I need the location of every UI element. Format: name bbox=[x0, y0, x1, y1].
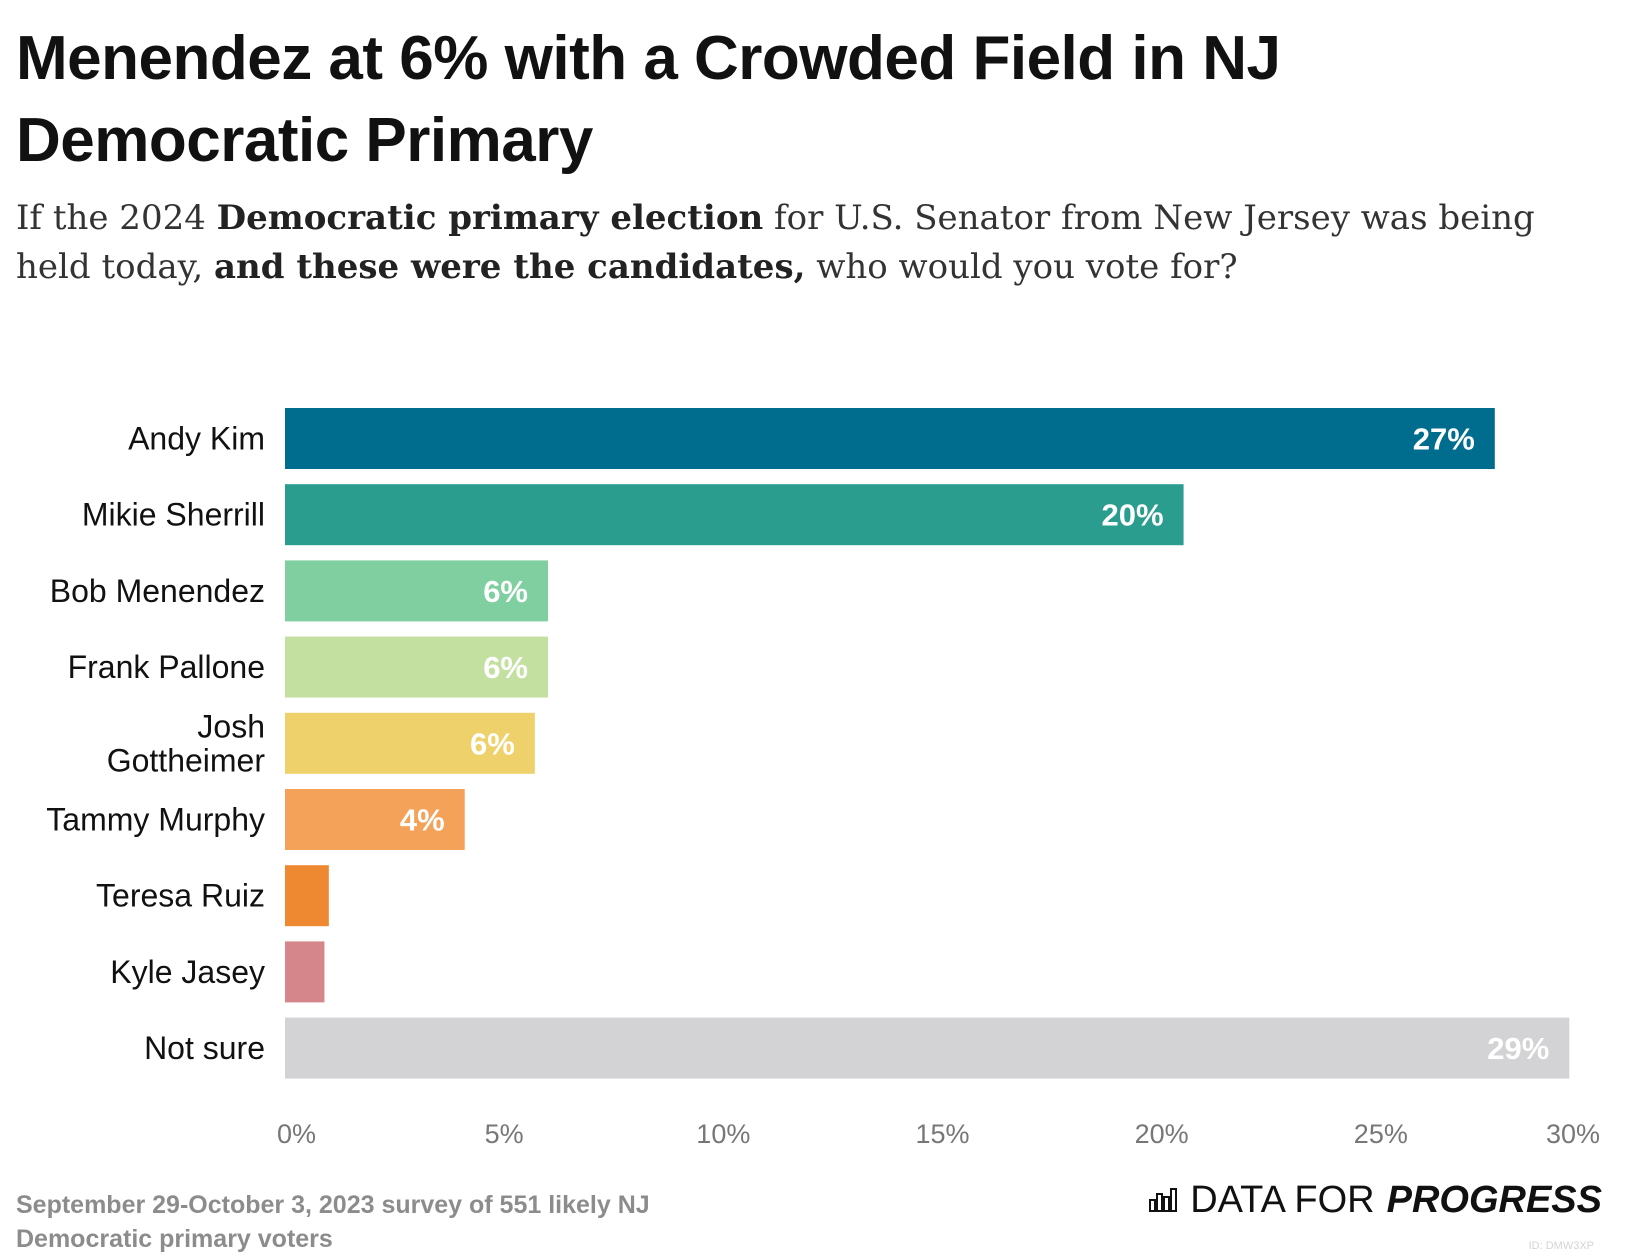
subtitle-segment: If the 2024 bbox=[16, 198, 217, 238]
brand-logo: DATA FOR PROGRESS bbox=[1148, 1178, 1602, 1222]
x-tick-label: 30% bbox=[1546, 1119, 1600, 1149]
value-label: 20% bbox=[1102, 498, 1164, 533]
category-label: Frank Pallone bbox=[68, 649, 265, 685]
bar bbox=[285, 1017, 1570, 1079]
bar bbox=[285, 789, 465, 850]
bar bbox=[285, 484, 1184, 546]
value-labels: 27% 20% 6% 6% 6% 4% 29% bbox=[400, 422, 1549, 1067]
value-label: 6% bbox=[483, 650, 528, 685]
bar bbox=[285, 636, 548, 698]
category-label: Tammy Murphy bbox=[46, 802, 265, 838]
x-axis-ticks: 0% 5% 10% 15% 20% 25% 30% bbox=[277, 1119, 1600, 1149]
category-label-line: Josh bbox=[197, 708, 265, 744]
category-label: Not sure bbox=[144, 1030, 265, 1066]
category-label: Teresa Ruiz bbox=[96, 878, 265, 914]
subtitle-segment: and these were the candidates, bbox=[213, 247, 806, 287]
brand-name-strong: PROGRESS bbox=[1386, 1178, 1602, 1221]
category-label: Andy Kim bbox=[128, 421, 265, 457]
category-label: Kyle Jasey bbox=[110, 954, 265, 990]
bar-chart-icon bbox=[1148, 1179, 1178, 1222]
x-tick-label: 25% bbox=[1354, 1119, 1408, 1149]
category-label: Mikie Sherrill bbox=[82, 497, 265, 533]
subtitle-segment: Democratic primary election bbox=[216, 198, 764, 238]
category-labels: Andy Kim Mikie Sherrill Bob Menendez Frank … bbox=[46, 421, 265, 1067]
category-label: Bob Menendez bbox=[50, 573, 265, 609]
category-label-line: Andy Kim bbox=[128, 421, 265, 457]
x-tick-label: 20% bbox=[1135, 1119, 1189, 1149]
category-label: Josh Gottheimer bbox=[107, 708, 266, 778]
category-label-line: Not sure bbox=[144, 1030, 265, 1066]
x-tick-label: 0% bbox=[277, 1119, 316, 1149]
category-label-line: Tammy Murphy bbox=[46, 802, 265, 838]
value-label: 6% bbox=[470, 726, 515, 761]
value-label: 27% bbox=[1413, 422, 1475, 457]
category-label-line: Kyle Jasey bbox=[110, 954, 265, 990]
x-tick-label: 5% bbox=[485, 1119, 524, 1149]
category-label-line: Teresa Ruiz bbox=[96, 878, 265, 914]
category-label-line: Mikie Sherrill bbox=[82, 497, 265, 533]
x-tick-label: 10% bbox=[696, 1119, 750, 1149]
bar-chart: Andy Kim Mikie Sherrill Bob Menendez Frank … bbox=[46, 408, 1600, 1149]
subtitle-segment: for U.S. Senator from New Jersey was bei… bbox=[16, 198, 1535, 287]
chart-subtitle: If the 2024 Democratic primary election … bbox=[16, 194, 1616, 292]
subtitle-segment: who would you vote for? bbox=[805, 247, 1238, 287]
x-tick-label: 15% bbox=[915, 1119, 969, 1149]
chart-id: ID: DMW3XP bbox=[1528, 1240, 1594, 1252]
bar bbox=[285, 865, 329, 927]
brand-name-light: DATA FOR bbox=[1190, 1178, 1375, 1221]
category-label-line: Bob Menendez bbox=[50, 573, 265, 609]
bar bbox=[285, 408, 1495, 469]
bar bbox=[285, 560, 548, 622]
bar bbox=[285, 712, 535, 774]
category-label-line: Gottheimer bbox=[107, 742, 266, 778]
value-label: 29% bbox=[1487, 1031, 1549, 1066]
value-label: 4% bbox=[400, 803, 445, 838]
category-label-line: Frank Pallone bbox=[68, 649, 265, 685]
bars-layer bbox=[285, 408, 1570, 1079]
value-label: 6% bbox=[483, 574, 528, 609]
survey-note: September 29-October 3, 2023 survey of 5… bbox=[16, 1191, 650, 1253]
chart-title: Menendez at 6% with a Crowded Field in N… bbox=[16, 24, 1281, 175]
bar bbox=[285, 941, 325, 1003]
